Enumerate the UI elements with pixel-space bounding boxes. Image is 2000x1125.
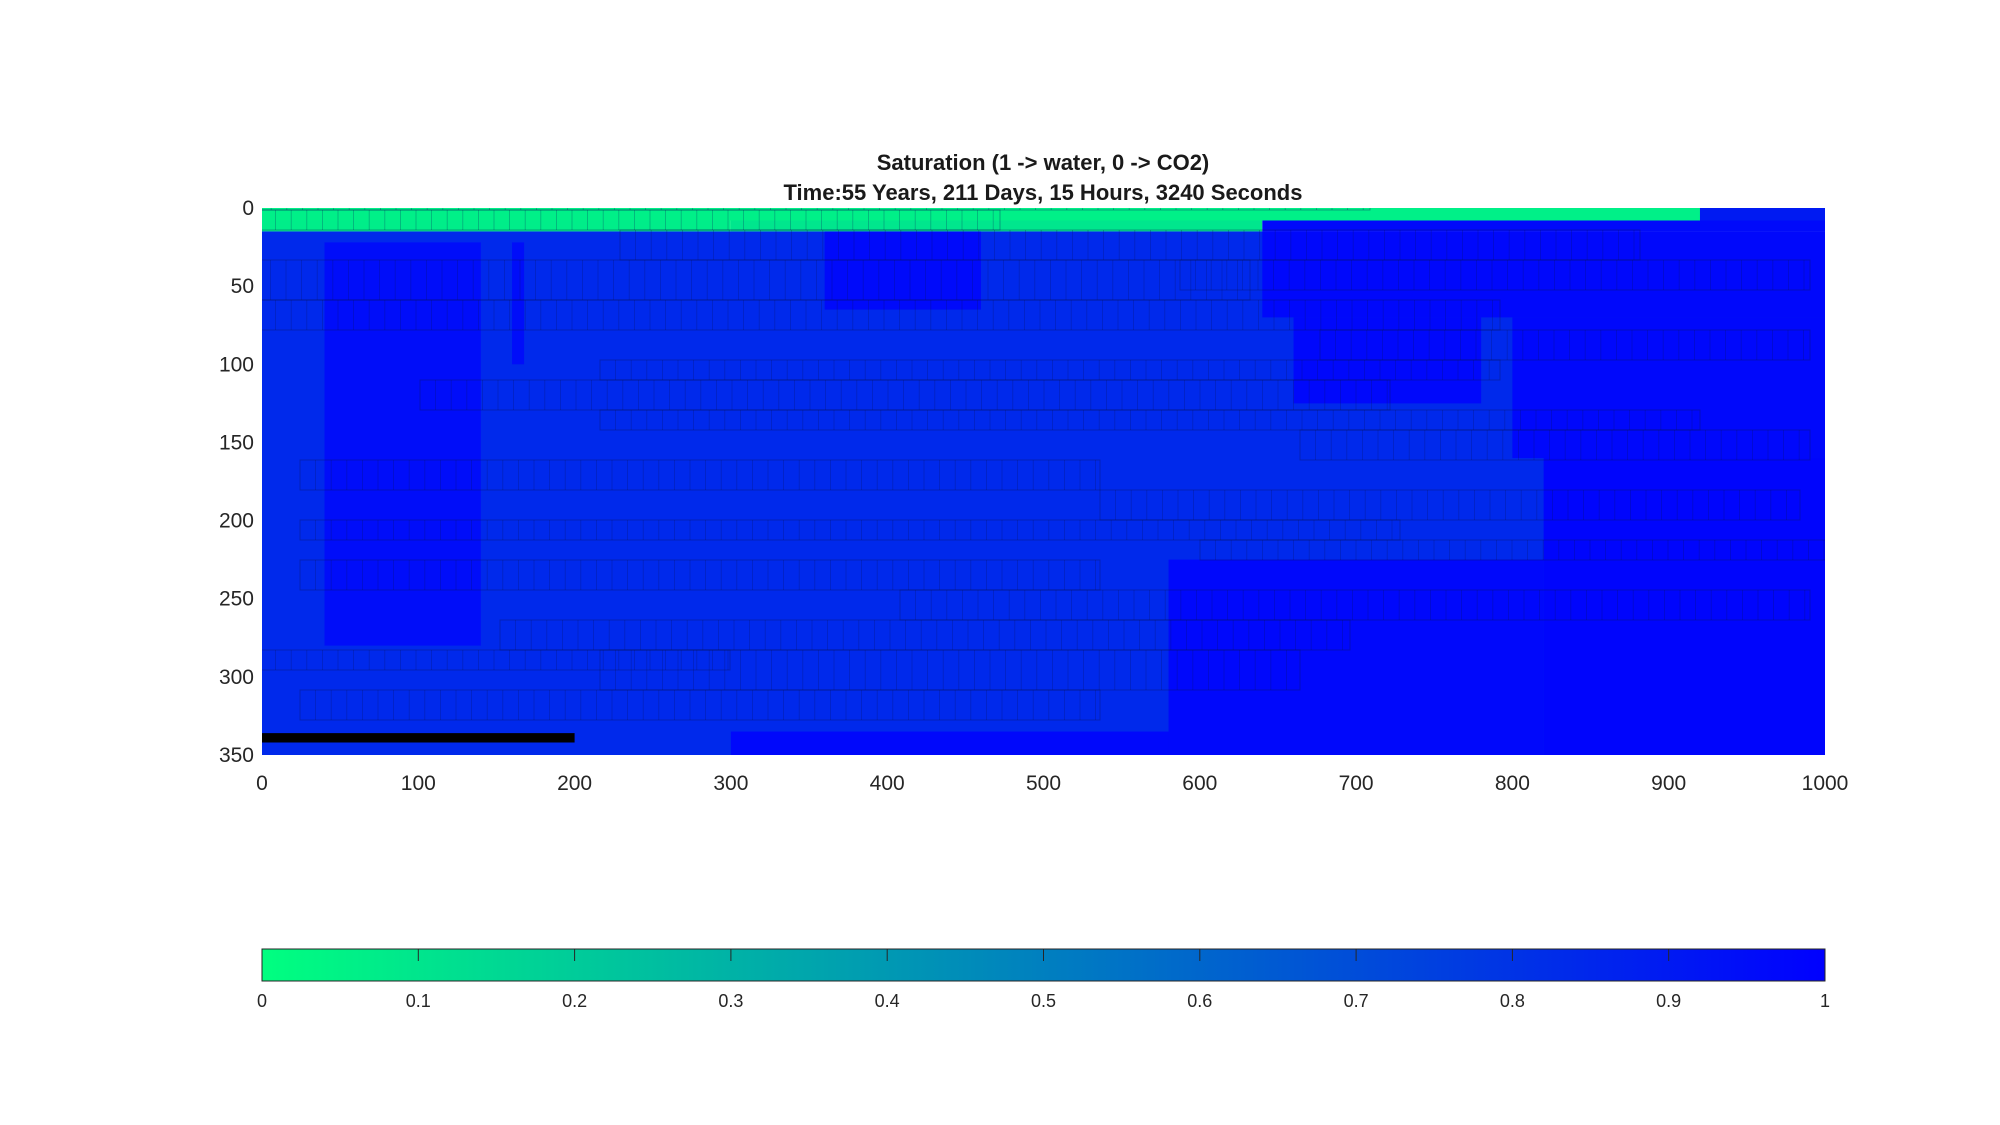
mesh-band bbox=[380, 100, 1040, 130]
mesh-band bbox=[419, 379, 1391, 411]
saturation-region bbox=[1543, 458, 1825, 755]
mesh-band bbox=[299, 519, 1401, 541]
saturation-regions bbox=[262, 208, 1825, 755]
colorbar-tick-label: 0.1 bbox=[406, 991, 431, 1011]
mesh-band bbox=[1199, 539, 1825, 561]
mesh-band bbox=[599, 409, 1701, 431]
x-tick-label: 300 bbox=[713, 772, 748, 795]
saturation-region bbox=[824, 231, 981, 310]
saturation-heatmap bbox=[140, 100, 1825, 755]
colorbar-tick-label: 0.3 bbox=[718, 991, 743, 1011]
saturation-region bbox=[262, 220, 731, 232]
x-tick-label: 500 bbox=[1026, 772, 1061, 795]
x-tick-label: 200 bbox=[557, 772, 592, 795]
saturation-region bbox=[1699, 208, 1825, 221]
saturation-region bbox=[262, 208, 1825, 221]
mesh-band bbox=[299, 459, 1101, 491]
mesh-band bbox=[299, 559, 1101, 591]
mesh-band bbox=[499, 619, 1351, 651]
x-axis: 0 100 200 300 400 500 600 700 800 900 1000 bbox=[256, 772, 1848, 795]
colorbar-tick-label: 0.4 bbox=[875, 991, 900, 1011]
mesh-band bbox=[262, 209, 1001, 231]
y-tick-label: 300 bbox=[219, 666, 254, 689]
mesh-band bbox=[599, 649, 1301, 691]
saturation-region bbox=[1512, 317, 1825, 459]
x-tick-label: 600 bbox=[1182, 772, 1217, 795]
mesh-band bbox=[262, 259, 1251, 301]
y-axis: 0 50 100 150 200 250 300 350 bbox=[219, 197, 254, 767]
colorbar-tick-label: 0 bbox=[257, 991, 267, 1011]
x-tick-label: 400 bbox=[870, 772, 905, 795]
x-tick-label: 100 bbox=[401, 772, 436, 795]
mesh-band bbox=[1099, 489, 1801, 521]
colorbar-tick-label: 1 bbox=[1820, 991, 1830, 1011]
saturation-region bbox=[1262, 231, 1825, 318]
y-tick-label: 250 bbox=[219, 588, 254, 611]
mesh-band bbox=[262, 299, 1501, 331]
x-tick-label: 900 bbox=[1651, 772, 1686, 795]
colorbar-tick-label: 0.7 bbox=[1344, 991, 1369, 1011]
mesh-band bbox=[262, 649, 731, 671]
mesh-band bbox=[1179, 259, 1811, 291]
y-tick-label: 350 bbox=[219, 744, 254, 767]
x-tick-label: 0 bbox=[256, 772, 268, 795]
saturation-region bbox=[1262, 220, 1825, 232]
saturation-region bbox=[730, 731, 1169, 755]
mesh-band bbox=[299, 689, 1101, 721]
saturation-region bbox=[1293, 317, 1482, 404]
mesh-band bbox=[1319, 329, 1811, 361]
x-tick-label: 1000 bbox=[1802, 772, 1849, 795]
colorbar-ticks: 0 0.1 0.2 0.3 0.4 0.5 0.6 0.7 0.8 0.9 1 bbox=[257, 949, 1830, 1011]
colorbar-tick-label: 0.5 bbox=[1031, 991, 1056, 1011]
y-tick-label: 50 bbox=[231, 275, 254, 298]
saturation-region bbox=[324, 242, 481, 646]
saturation-region bbox=[730, 220, 1263, 232]
y-tick-label: 150 bbox=[219, 431, 254, 454]
saturation-region bbox=[512, 242, 525, 365]
colorbar-tick-label: 0.2 bbox=[562, 991, 587, 1011]
mesh-band bbox=[262, 208, 1371, 211]
mesh-band bbox=[300, 110, 760, 130]
chart-subtitle: Time:55 Years, 211 Days, 15 Hours, 3240 … bbox=[784, 180, 1303, 205]
colorbar-tick-label: 0.6 bbox=[1187, 991, 1212, 1011]
grid-cell-outlines bbox=[140, 100, 1825, 721]
colorbar: 0 0.1 0.2 0.3 0.4 0.5 0.6 0.7 0.8 0.9 1 bbox=[257, 948, 1830, 1011]
y-tick-label: 100 bbox=[219, 353, 254, 376]
injection-well bbox=[262, 733, 575, 743]
mesh-band bbox=[599, 359, 1501, 381]
mesh-band bbox=[140, 130, 1000, 150]
x-tick-label: 800 bbox=[1495, 772, 1530, 795]
chart-title: Saturation (1 -> water, 0 -> CO2) bbox=[877, 150, 1210, 175]
colorbar-tick-label: 0.8 bbox=[1500, 991, 1525, 1011]
mesh-band bbox=[899, 589, 1811, 621]
x-tick-label: 700 bbox=[1339, 772, 1374, 795]
colorbar-tick-label: 0.9 bbox=[1656, 991, 1681, 1011]
saturation-region bbox=[1168, 559, 1544, 755]
mesh-band bbox=[619, 229, 1641, 261]
y-tick-label: 0 bbox=[242, 197, 254, 220]
y-tick-label: 200 bbox=[219, 510, 254, 533]
well-bar bbox=[262, 733, 575, 743]
mesh-band bbox=[1299, 429, 1811, 461]
